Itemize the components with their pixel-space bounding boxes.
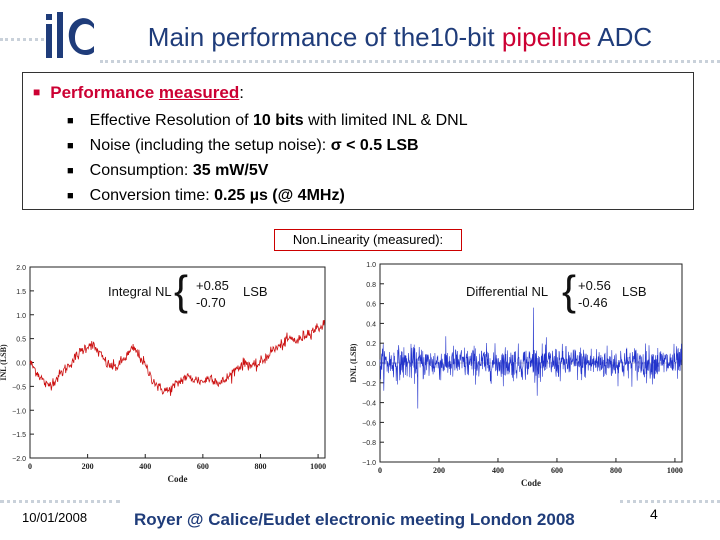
x-tick-label: 600 [551, 466, 563, 475]
x-axis-label: Code [521, 478, 541, 488]
y-tick-label: 0.5 [16, 337, 26, 344]
y-tick-label: 0.2 [366, 341, 376, 348]
item-bold: σ < 0.5 LSB [330, 137, 419, 154]
item-bold: 35 mW/5V [192, 162, 269, 179]
bullet-square-icon: ■ [67, 115, 74, 127]
inl-series-line [29, 320, 325, 396]
x-tick-label: 400 [139, 462, 151, 471]
inl-min: -0.70 [196, 295, 226, 310]
footer-date: 10/01/2008 [22, 510, 88, 525]
x-tick-label: 1000 [310, 462, 326, 471]
y-tick-label: −0.6 [362, 420, 376, 427]
list-item: ■ Noise (including the setup noise): σ < … [67, 134, 468, 159]
item-text: Noise (including the setup noise): [89, 137, 331, 154]
item-text-end: with limited INL & DNL [303, 112, 468, 129]
title-text-end: ADC [591, 22, 653, 52]
x-tick-label: 0 [378, 466, 382, 475]
performance-list: ■ Effective Resolution of 10 bits with li… [67, 109, 468, 209]
bullet-square-icon: ■ [67, 140, 74, 152]
y-tick-label: −0.8 [362, 440, 376, 447]
bullet-square-icon: ■ [67, 190, 74, 202]
x-tick-label: 800 [254, 462, 266, 471]
y-tick-label: 2.0 [16, 265, 26, 272]
top-dotted-rule-left [0, 38, 44, 41]
y-tick-label: −0.5 [12, 384, 26, 391]
heading-text: Performance [50, 83, 159, 102]
x-tick-label: 0 [28, 462, 32, 471]
y-tick-label: 0.8 [366, 282, 376, 289]
dnl-series-line [379, 307, 682, 409]
bottom-dotted-rule-left [0, 500, 120, 503]
x-tick-label: 200 [433, 466, 445, 475]
y-tick-label: 1.0 [366, 262, 376, 269]
x-tick-label: 1000 [667, 466, 683, 475]
x-axis-label: Code [168, 474, 188, 484]
item-text: Consumption: [89, 162, 193, 179]
item-bold: 0.25 µs (@ 4MHz) [214, 187, 345, 204]
y-tick-label: −1.0 [362, 460, 376, 467]
inl-brace-icon: { [174, 267, 189, 314]
y-tick-label: 0.6 [366, 302, 376, 309]
performance-box: ■ Performance measured: ■ Effective Resolu… [22, 72, 694, 210]
performance-heading: ■ Performance measured: [33, 83, 244, 103]
dnl-brace-icon: { [562, 267, 577, 314]
y-axis-label: INL (LSB) [0, 344, 8, 381]
inl-chart: 2.0 1.5 1.0 0.5 0.0 −0.5 −1.0 −1.5 −2.00 200 400 60… [0, 265, 326, 484]
y-tick-label: −0.4 [362, 401, 376, 408]
dnl-max: +0.56 [578, 278, 611, 293]
nonlinearity-label: Non.Linearity (measured): [274, 229, 462, 251]
x-tick-label: 800 [610, 466, 622, 475]
bottom-dotted-rule-right [620, 500, 720, 503]
y-tick-label: −0.2 [362, 381, 376, 388]
dnl-unit: LSB [622, 284, 647, 299]
item-bold: 10 bits [253, 112, 304, 129]
x-tick-label: 400 [492, 466, 504, 475]
heading-colon: : [239, 83, 244, 102]
dnl-min: -0.46 [578, 295, 608, 310]
y-tick-label: 1.0 [16, 313, 26, 320]
item-text: Effective Resolution of [89, 112, 254, 129]
list-item: ■ Effective Resolution of 10 bits with li… [67, 109, 468, 134]
list-item: ■ Consumption: 35 mW/5V [67, 159, 468, 184]
title-highlight: pipeline [501, 22, 592, 52]
top-dotted-rule-right [100, 60, 720, 63]
bullet-square-icon: ■ [33, 85, 41, 99]
y-tick-label: 0.0 [16, 361, 26, 368]
heading-underlined: measured [158, 83, 240, 102]
y-tick-label: −1.0 [12, 408, 26, 415]
inl-label: Integral NL [108, 284, 172, 299]
y-tick-label: −1.5 [12, 432, 26, 439]
inl-max: +0.85 [196, 278, 229, 293]
footer-text: Royer @ Calice/Eudet electronic meeting … [134, 510, 575, 529]
bullet-square-icon: ■ [67, 165, 74, 177]
x-tick-label: 200 [82, 462, 94, 471]
y-tick-label: 1.5 [16, 289, 26, 296]
y-tick-label: −2.0 [12, 456, 26, 463]
ilc-logo [46, 12, 94, 58]
title-text: Main performance of the10-bit [147, 22, 502, 52]
dnl-chart: 1.0 0.8 0.6 0.4 0.2 0.0 −0.2 −0.4 −0.6 −0.8 −1.00 2… [350, 262, 683, 488]
inl-unit: LSB [243, 284, 268, 299]
dnl-label: Differential NL [466, 284, 549, 299]
y-tick-label: 0.4 [366, 321, 376, 328]
x-tick-label: 600 [197, 462, 209, 471]
y-tick-label: 0.0 [366, 361, 376, 368]
page-number: 4 [650, 506, 658, 522]
item-text: Conversion time: [89, 187, 215, 204]
y-axis-label: DNL (LSB) [350, 343, 358, 382]
page-title: Main performance of the10-bit pipeline A… [120, 22, 680, 53]
list-item: ■ Conversion time: 0.25 µs (@ 4MHz) [67, 184, 468, 209]
